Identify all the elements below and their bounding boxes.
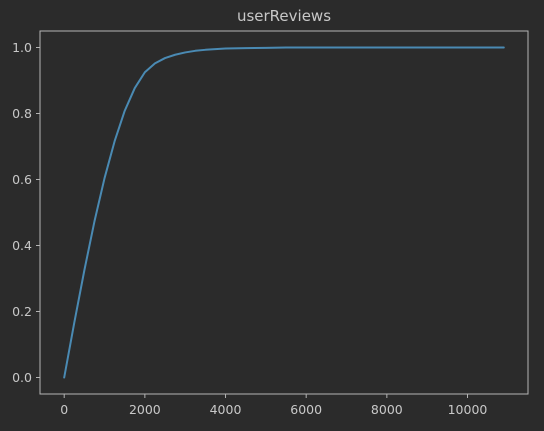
x-tick-label: 0 xyxy=(60,402,68,417)
x-tick-label: 4000 xyxy=(210,402,242,417)
x-tick-label: 6000 xyxy=(290,402,322,417)
axes-frame xyxy=(39,30,529,395)
x-tick-label: 8000 xyxy=(371,402,403,417)
y-tick-label: 0.8 xyxy=(12,106,32,121)
x-tick-label: 10000 xyxy=(448,402,488,417)
y-tick-label: 0.4 xyxy=(12,238,32,253)
y-tick-label: 1.0 xyxy=(12,40,32,55)
series-line xyxy=(63,46,505,379)
y-tick-label: 0.6 xyxy=(12,172,32,187)
y-tick-label: 0.2 xyxy=(12,304,32,319)
y-tick-label: 0.0 xyxy=(12,370,32,385)
x-axis: 0 2000 4000 6000 8000 10000 xyxy=(60,394,487,417)
series-group xyxy=(63,46,505,379)
chart-title: userReviews xyxy=(237,7,331,25)
y-axis: 0.0 0.2 0.4 0.6 0.8 1.0 xyxy=(12,40,40,385)
x-tick-label: 2000 xyxy=(129,402,161,417)
